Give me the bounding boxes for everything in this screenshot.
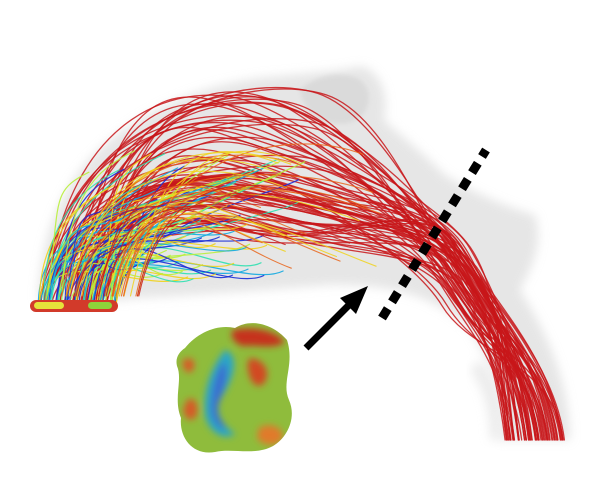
streamline xyxy=(39,184,115,303)
inlet-ring-highlight xyxy=(34,302,64,309)
cross-section-inset xyxy=(163,310,303,460)
streamline xyxy=(78,257,265,303)
streamline xyxy=(81,209,286,297)
streamline xyxy=(82,96,510,441)
arrow-icon xyxy=(303,286,368,351)
streamline xyxy=(66,174,374,297)
streamline xyxy=(39,167,179,303)
streamline xyxy=(102,248,234,303)
streamline xyxy=(104,201,299,303)
streamline xyxy=(135,200,307,297)
streamline xyxy=(39,159,512,441)
streamline xyxy=(70,206,286,297)
streamline xyxy=(55,228,188,303)
streamline xyxy=(98,96,556,441)
vessel-lower-shadow xyxy=(470,360,502,440)
streamline xyxy=(118,201,285,297)
inlet-ring-highlight-2 xyxy=(88,302,112,309)
streamline xyxy=(111,216,292,297)
streamline xyxy=(40,115,511,441)
streamline xyxy=(105,201,288,297)
streamline xyxy=(123,211,337,297)
streamline xyxy=(45,171,90,303)
streamline xyxy=(69,243,251,303)
streamline xyxy=(138,195,352,297)
streamline xyxy=(43,169,120,303)
streamline xyxy=(114,179,299,303)
streamlines xyxy=(37,86,566,441)
streamline xyxy=(136,184,348,297)
streamline xyxy=(103,202,392,297)
cut-plane-line xyxy=(378,147,490,321)
streamline xyxy=(78,246,186,303)
inlet-ring xyxy=(30,300,118,312)
streamline xyxy=(66,203,122,303)
streamline xyxy=(90,126,526,441)
streamline xyxy=(96,269,217,303)
streamline xyxy=(73,103,520,441)
streamline xyxy=(57,211,123,303)
streamline xyxy=(75,193,392,297)
streamline xyxy=(68,170,288,297)
streamline xyxy=(65,158,276,297)
streamline xyxy=(111,213,341,297)
streamline xyxy=(68,151,292,297)
streamline xyxy=(61,150,136,303)
streamline xyxy=(39,119,562,441)
streamline xyxy=(123,143,364,297)
streamline xyxy=(112,184,261,297)
streamline xyxy=(95,205,351,297)
streamline xyxy=(45,256,98,303)
streamline xyxy=(48,216,129,303)
streamline xyxy=(122,205,263,297)
streamline xyxy=(115,215,377,297)
vessel-appendage xyxy=(300,74,369,124)
cross-section-map xyxy=(176,323,292,453)
